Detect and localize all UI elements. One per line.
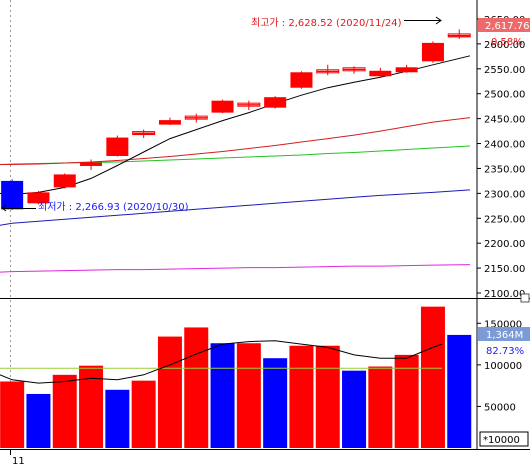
- candle-body: [237, 104, 260, 106]
- volume-bar: [52, 374, 77, 448]
- candle: [53, 173, 76, 189]
- candle-body: [158, 120, 181, 125]
- candle-body: [448, 34, 471, 37]
- candle-body: [369, 70, 392, 77]
- ma20-line: [0, 117, 471, 165]
- candle-body: [1, 180, 24, 210]
- candle-doji: [447, 33, 471, 38]
- candle-body: [185, 117, 208, 119]
- candle-doji: [184, 115, 208, 120]
- panel-resize-handle[interactable]: [520, 293, 530, 303]
- candle: [106, 135, 129, 157]
- price-tick-label: 2250.00: [484, 214, 525, 225]
- low-annotation-text: 최저가 : 2,266.93 (2020/10/30): [38, 201, 189, 213]
- candle: [395, 64, 418, 73]
- current-price-label: 2,617.76: [485, 21, 530, 32]
- volume-tick-label: 150000: [484, 319, 522, 330]
- candle: [1, 179, 24, 210]
- volume-bar: [447, 334, 472, 448]
- candle: [342, 66, 366, 74]
- price-tick-label: 2350.00: [484, 164, 525, 175]
- volume-panel: [0, 306, 472, 448]
- candle-body: [343, 68, 366, 70]
- candle-body: [80, 162, 103, 166]
- current-volume-label: 1,364M: [486, 330, 523, 341]
- candle-doji: [316, 69, 340, 74]
- candle: [184, 113, 208, 123]
- price-tick-label: 2600.00: [484, 40, 525, 51]
- low-annotation: 최저가 : 2,266.93 (2020/10/30): [1, 201, 189, 213]
- price-tick-label: 2200.00: [484, 239, 525, 250]
- candle-body: [264, 97, 287, 108]
- candle: [27, 190, 50, 205]
- price-tick-label: 2550.00: [484, 65, 525, 76]
- high-annotation: 최고가 : 2,628.52 (2020/11/24): [251, 16, 442, 29]
- candle-body: [27, 192, 50, 204]
- candle: [264, 96, 287, 109]
- volume-bar: [289, 345, 314, 448]
- price-tick-label: 2300.00: [484, 189, 525, 200]
- ma240-line: [0, 264, 471, 273]
- candle-body: [421, 42, 444, 62]
- candle: [290, 71, 313, 89]
- candle-body: [290, 72, 313, 88]
- candle-doji: [237, 102, 261, 107]
- volume-bar: [315, 345, 340, 448]
- current-price-change: 0.58%: [491, 37, 523, 48]
- candle: [421, 41, 444, 63]
- candle-body: [53, 174, 76, 188]
- volume-scale-label: *10000: [483, 435, 520, 446]
- high-arrow-head: [435, 16, 442, 25]
- candle-body: [316, 70, 339, 72]
- current-volume-change: 82.73%: [486, 346, 524, 357]
- candle-body: [211, 100, 234, 113]
- candle: [211, 99, 234, 114]
- price-tick-label: 2100.00: [484, 289, 525, 300]
- volume-bar: [157, 336, 182, 448]
- volume-bar: [263, 358, 288, 448]
- volume-ma-short-line: [0, 340, 443, 384]
- y-axis-area: [477, 0, 530, 449]
- volume-bar: [342, 370, 367, 448]
- price-tick-label: 2150.00: [484, 264, 525, 275]
- volume-scale-box: [479, 431, 529, 447]
- candle: [132, 129, 156, 139]
- x-tick-label: 11: [12, 456, 25, 467]
- candle-body: [106, 137, 129, 156]
- volume-bar: [184, 327, 209, 448]
- current-price-box: [478, 18, 530, 32]
- price-tick-label: 2400.00: [484, 140, 525, 151]
- high-annotation-text: 최고가 : 2,628.52 (2020/11/24): [251, 17, 402, 29]
- current-price-badge: 2,617.76 0.58%: [478, 18, 530, 48]
- volume-tick-label: 100000: [484, 361, 522, 372]
- volume-bar: [26, 393, 51, 448]
- candle: [447, 29, 471, 39]
- ma120-line: [0, 189, 471, 226]
- candle: [80, 159, 103, 170]
- candle-doji: [342, 67, 366, 72]
- candle: [316, 64, 340, 76]
- price-panel: [0, 29, 471, 273]
- volume-bar: [131, 380, 156, 448]
- volume-bar: [420, 306, 445, 448]
- candle: [369, 67, 392, 78]
- volume-bar: [0, 381, 25, 448]
- candle-body: [132, 132, 155, 135]
- candle-body: [395, 67, 418, 73]
- volume-bar: [368, 366, 393, 448]
- volume-y-axis: 150000 100000 50000: [477, 319, 522, 413]
- candle: [158, 117, 181, 126]
- volume-tick-label: 50000: [484, 402, 516, 413]
- candle-doji: [132, 131, 156, 136]
- current-volume-badge: 1,364M 82.73%: [478, 327, 530, 357]
- candle: [237, 100, 261, 111]
- current-volume-box: [478, 327, 530, 341]
- price-tick-label: 2500.00: [484, 90, 525, 101]
- volume-bar: [210, 343, 235, 448]
- price-tick-label: 2450.00: [484, 115, 525, 126]
- volume-bar: [394, 354, 419, 448]
- volume-bar: [236, 343, 261, 448]
- volume-bar: [105, 389, 130, 448]
